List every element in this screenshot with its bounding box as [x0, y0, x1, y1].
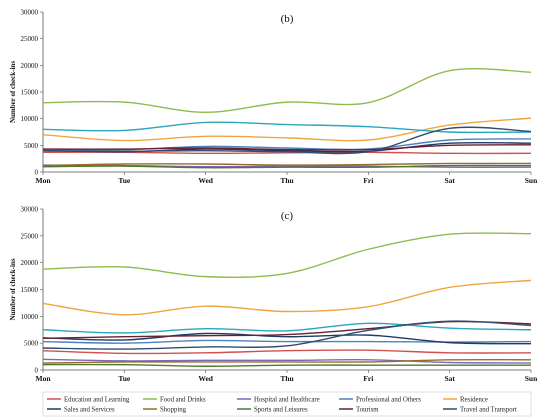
series-line-tourism: [42, 320, 532, 340]
legend-label: Professional and Others: [356, 397, 421, 404]
legend-frame: [42, 391, 532, 417]
legend-label: Residence: [460, 397, 488, 404]
y-tick-label: 0: [35, 367, 39, 375]
series-line-residence: [42, 279, 532, 316]
x-tick-label: Thu: [280, 374, 293, 383]
legend: Education and Learning Food and Drinks Hos…: [42, 391, 532, 417]
chart-title: (b): [281, 13, 294, 25]
series-line-sales-and-services: [42, 141, 532, 153]
legend-label: Education and Learning: [64, 397, 130, 404]
y-tick-label: 15000: [21, 89, 39, 97]
y-tick-label: 10000: [21, 115, 39, 123]
legend-label: Tourism: [356, 407, 379, 414]
series-line-food-and-drinks: [42, 68, 532, 113]
y-tick-label: 25000: [21, 232, 39, 240]
series-line-food-and-drinks: [42, 232, 532, 278]
x-tick-label: Sun: [525, 176, 538, 185]
legend-label: Travel and Transport: [460, 407, 517, 414]
y-tick-label: 10000: [21, 313, 39, 321]
x-tick-label: Fri: [363, 176, 373, 185]
x-tick-label: Mon: [36, 176, 52, 185]
series-line-shopping: [42, 162, 532, 167]
y-tick-label: 5000: [24, 142, 39, 150]
legend-label: Sales and Services: [64, 407, 115, 414]
series-line-travel-and-transport-dark: [42, 126, 532, 155]
chart-b: (b) Number of check-ins 0 5000 10000 15000 200…: [9, 9, 538, 186]
x-tick-label: Wed: [198, 176, 213, 185]
y-axis-label: Number of check-ins: [9, 61, 17, 123]
legend-label: Food and Drinks: [160, 397, 206, 404]
x-tick-label: Fri: [363, 374, 373, 383]
y-tick-label: 30000: [21, 206, 39, 214]
legend-label: Hospital and Healthcare: [254, 397, 320, 404]
legend-label: Sports and Leisures: [254, 407, 308, 414]
y-tick-label: 15000: [21, 286, 39, 294]
series-line-sports-and-leisures: [42, 164, 532, 169]
y-tick-label: 0: [35, 169, 39, 177]
series-line-residence: [42, 117, 532, 142]
y-tick-label: 20000: [21, 62, 39, 70]
series-line-sales-and-services: [42, 332, 532, 345]
series-line-shopping: [42, 358, 532, 364]
y-tick-label: 5000: [24, 340, 39, 348]
x-tick-label: Tue: [118, 176, 130, 185]
series-line-tourism: [42, 144, 532, 151]
y-axis-label: Number of check-ins: [9, 258, 17, 320]
x-tick-label: Sat: [444, 176, 455, 185]
y-tick-label: 20000: [21, 259, 39, 267]
x-tick-label: Tue: [118, 374, 130, 383]
legend-label: Shopping: [160, 407, 187, 414]
y-tick-label: 30000: [21, 9, 39, 17]
x-tick-label: Sat: [444, 374, 455, 383]
y-tick-label: 25000: [21, 35, 39, 43]
series-line-hospital-and-healthcare: [42, 358, 532, 364]
series-line-travel-and-transport: [42, 322, 532, 334]
x-tick-label: Mon: [36, 374, 52, 383]
series-line-travel-and-transport-dark: [42, 320, 532, 350]
series-line-education-and-learning: [42, 349, 532, 355]
x-tick-label: Thu: [280, 176, 293, 185]
series-line-travel-and-transport: [42, 121, 532, 134]
chart-c: (c) Number of check-ins 0 5000 10000 15000 200…: [9, 206, 538, 384]
series-line-sports-and-leisures: [42, 363, 531, 367]
chart-title: (c): [281, 210, 294, 222]
x-tick-label: Sun: [525, 374, 538, 383]
x-tick-label: Wed: [198, 374, 213, 383]
